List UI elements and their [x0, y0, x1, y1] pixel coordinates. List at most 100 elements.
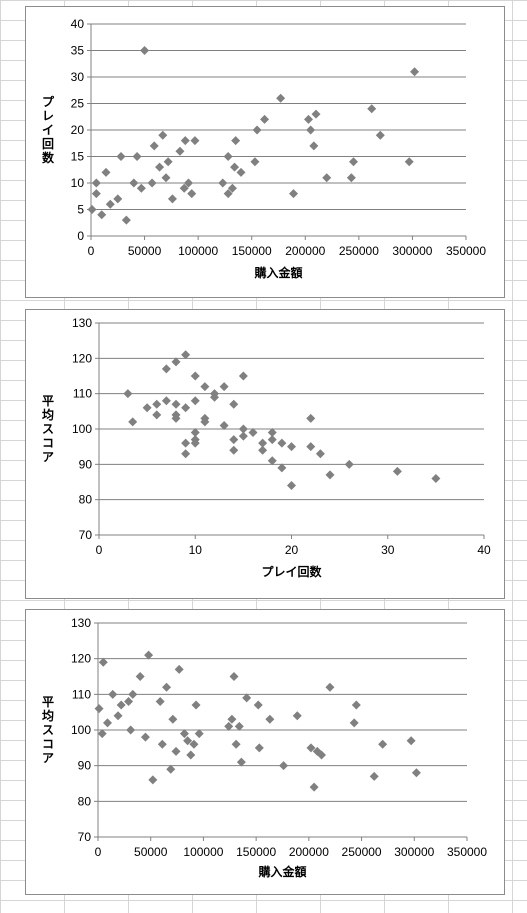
- data-point: [183, 736, 193, 746]
- data-point: [267, 435, 277, 445]
- x-tick-label: 40: [477, 543, 491, 557]
- data-point: [231, 136, 241, 146]
- x-tick-label: 200000: [285, 244, 325, 258]
- x-tick-label: 10: [189, 543, 203, 557]
- data-point: [349, 718, 359, 728]
- data-point: [132, 152, 142, 161]
- data-point: [200, 382, 210, 392]
- data-point: [406, 736, 416, 746]
- x-tick-label: 250000: [342, 845, 382, 859]
- scatter-chart-plays-vs-score: 70 80 90 100 110 120 130 0 10 20 30 40 プレイ回数 平均スコア: [25, 309, 505, 599]
- data-point: [287, 481, 296, 491]
- data-point: [171, 746, 181, 756]
- data-point: [378, 739, 388, 749]
- data-point: [230, 162, 240, 172]
- data-point: [289, 189, 298, 199]
- data-point: [306, 442, 316, 452]
- data-point: [317, 750, 327, 760]
- data-point: [116, 700, 126, 710]
- data-point: [162, 682, 172, 692]
- chart-svg: 70 80 90 100 110 120 130 0 10 20 30 40 プレイ回数 平均スコア: [42, 316, 491, 579]
- x-tick-label: 150000: [236, 845, 276, 859]
- data-point: [124, 696, 134, 706]
- data-point: [242, 693, 252, 703]
- data-point: [87, 205, 97, 214]
- data-point: [191, 700, 201, 710]
- x-tick-label: 350000: [447, 845, 487, 859]
- data-point: [171, 357, 181, 367]
- data-point: [190, 136, 200, 146]
- data-point: [200, 417, 210, 427]
- data-point: [223, 189, 233, 199]
- data-point: [121, 215, 131, 225]
- data-point: [190, 428, 200, 438]
- data-point: [229, 435, 239, 445]
- data-point: [180, 136, 190, 146]
- data-point: [136, 183, 146, 193]
- y-tick-label: 40: [71, 17, 85, 31]
- data-point: [224, 721, 234, 731]
- data-point: [346, 173, 356, 183]
- data-point: [161, 396, 171, 406]
- data-point: [123, 389, 133, 399]
- data-point: [276, 93, 286, 103]
- data-point: [128, 689, 138, 699]
- y-tick-label: 120: [72, 351, 92, 365]
- y-tick-label: 110: [73, 387, 92, 401]
- data-point: [155, 696, 165, 706]
- data-point: [292, 711, 302, 721]
- data-point: [161, 364, 171, 374]
- data-point: [315, 449, 325, 459]
- x-axis-title: 購入金額: [257, 864, 306, 879]
- y-tick-label: 80: [78, 794, 92, 808]
- data-point: [375, 130, 385, 140]
- data-point: [190, 396, 200, 406]
- data-point: [179, 183, 189, 193]
- data-point: [325, 682, 335, 692]
- data-point: [306, 743, 316, 753]
- y-tick-label: 5: [77, 203, 84, 217]
- data-point: [312, 746, 322, 756]
- data-point: [234, 721, 244, 731]
- y-tick-label: 35: [71, 44, 85, 58]
- data-point: [258, 445, 268, 455]
- data-point: [186, 750, 196, 760]
- data-point: [97, 210, 107, 220]
- data-point: [152, 399, 162, 409]
- data-point: [238, 424, 248, 434]
- x-tick-label: 100000: [178, 244, 218, 258]
- data-point: [254, 743, 264, 753]
- data-point: [277, 438, 287, 448]
- x-tick-label: 0: [96, 543, 103, 557]
- data-point: [189, 739, 199, 749]
- data-point: [147, 178, 157, 188]
- data-point: [167, 194, 177, 204]
- x-tick-label: 50000: [128, 244, 162, 258]
- data-point: [101, 167, 111, 177]
- data-point: [258, 438, 268, 448]
- data-point: [184, 178, 193, 188]
- data-point: [260, 114, 270, 124]
- x-tick-label: 0: [88, 244, 95, 258]
- data-point: [227, 714, 237, 724]
- data-point: [229, 399, 239, 409]
- data-point: [161, 173, 171, 183]
- data-point: [194, 729, 204, 739]
- data-point: [181, 350, 191, 360]
- data-point: [126, 725, 136, 735]
- data-point: [166, 764, 176, 774]
- data-point: [98, 657, 108, 667]
- data-point: [248, 428, 258, 438]
- y-tick-label: 110: [72, 687, 91, 701]
- x-axis-title: プレイ回数: [261, 564, 322, 579]
- data-point: [157, 739, 167, 749]
- data-point: [108, 689, 118, 699]
- data-point: [113, 194, 123, 204]
- data-point: [149, 141, 159, 151]
- data-point: [94, 704, 104, 714]
- data-point: [181, 438, 191, 448]
- data-point: [238, 431, 248, 441]
- data-point: [210, 392, 219, 402]
- x-axis-title: 購入金額: [253, 265, 302, 280]
- data-point: [148, 775, 158, 785]
